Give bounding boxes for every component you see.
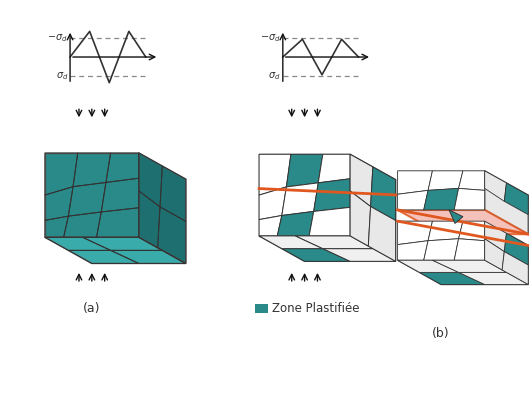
Polygon shape xyxy=(428,221,463,241)
Polygon shape xyxy=(259,216,282,236)
Polygon shape xyxy=(459,272,528,285)
Text: $\sigma_d$: $\sigma_d$ xyxy=(268,70,281,82)
Polygon shape xyxy=(259,236,323,249)
Polygon shape xyxy=(259,187,286,220)
Polygon shape xyxy=(309,207,350,236)
Polygon shape xyxy=(371,167,396,220)
Polygon shape xyxy=(485,171,528,234)
Polygon shape xyxy=(485,171,506,201)
Text: (b): (b) xyxy=(433,327,450,340)
Polygon shape xyxy=(282,183,318,216)
Polygon shape xyxy=(139,153,186,264)
Polygon shape xyxy=(350,154,396,261)
Polygon shape xyxy=(423,189,459,210)
Polygon shape xyxy=(318,154,350,183)
Text: (a): (a) xyxy=(83,302,101,315)
Polygon shape xyxy=(397,210,528,234)
Polygon shape xyxy=(397,241,428,260)
Bar xyxy=(255,303,268,314)
Polygon shape xyxy=(259,154,291,195)
Polygon shape xyxy=(45,237,186,264)
Polygon shape xyxy=(314,179,350,212)
Text: Zone Plastifiée: Zone Plastifiée xyxy=(272,302,360,315)
Polygon shape xyxy=(259,154,350,236)
Polygon shape xyxy=(397,260,459,272)
Polygon shape xyxy=(449,210,463,223)
Polygon shape xyxy=(368,206,396,261)
Polygon shape xyxy=(504,183,528,215)
Polygon shape xyxy=(282,249,350,261)
Polygon shape xyxy=(397,190,428,210)
Polygon shape xyxy=(433,260,506,272)
Polygon shape xyxy=(397,171,485,210)
Polygon shape xyxy=(504,233,528,265)
Polygon shape xyxy=(397,171,433,194)
Polygon shape xyxy=(502,251,528,285)
Polygon shape xyxy=(397,221,433,245)
Text: $-\sigma_d$: $-\sigma_d$ xyxy=(260,32,281,44)
Polygon shape xyxy=(423,239,459,260)
Polygon shape xyxy=(286,154,323,187)
Polygon shape xyxy=(454,189,485,210)
Polygon shape xyxy=(485,239,504,270)
Polygon shape xyxy=(454,239,485,260)
Polygon shape xyxy=(459,171,485,190)
Polygon shape xyxy=(45,153,139,237)
Polygon shape xyxy=(397,221,485,260)
Polygon shape xyxy=(485,221,528,285)
Polygon shape xyxy=(428,171,463,190)
Polygon shape xyxy=(277,212,314,236)
Polygon shape xyxy=(485,221,506,251)
Polygon shape xyxy=(350,154,373,206)
Text: $-\sigma_d$: $-\sigma_d$ xyxy=(47,32,68,44)
Polygon shape xyxy=(323,249,396,261)
Polygon shape xyxy=(397,260,528,285)
Text: $\sigma_d$: $\sigma_d$ xyxy=(56,70,68,82)
Polygon shape xyxy=(350,191,371,246)
Polygon shape xyxy=(419,272,485,285)
Polygon shape xyxy=(259,236,396,261)
Polygon shape xyxy=(459,221,485,241)
Polygon shape xyxy=(295,236,373,249)
